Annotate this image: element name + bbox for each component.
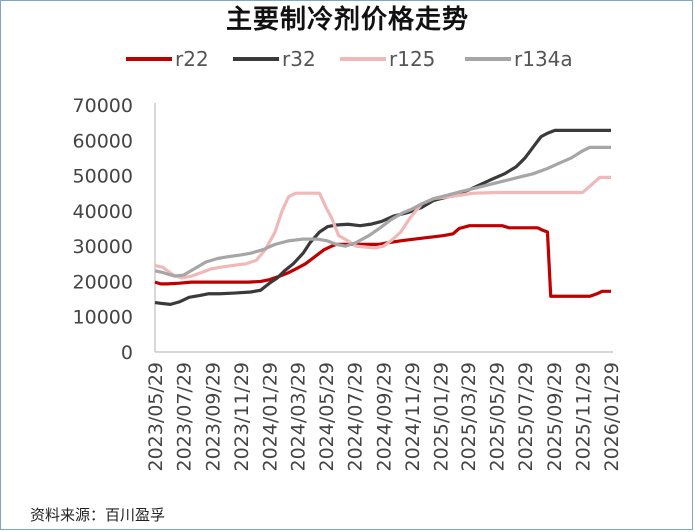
x-tick-label: 2023/05/29 [145,362,167,472]
legend-label-r134a: r134a [514,47,573,71]
x-tick-label: 2025/09/29 [544,362,566,472]
x-tick-label: 2026/01/29 [601,362,623,472]
legend-label-r22: r22 [175,47,209,71]
x-tick-label: 2024/05/29 [316,362,338,472]
x-tick-label: 2025/03/29 [458,362,480,472]
x-tick-label: 2024/09/29 [373,362,395,472]
x-tick-label: 2024/03/29 [288,362,310,472]
legend-label-r125: r125 [389,47,435,71]
x-tick-label: 2025/07/29 [515,362,537,472]
x-tick-label: 2025/05/29 [487,362,509,472]
y-tick-label: 50000 [73,166,133,188]
x-tick-label: 2024/01/29 [259,362,281,472]
legend-label-r32: r32 [282,47,316,71]
y-tick-label: 70000 [73,95,133,117]
x-tick-label: 2024/11/29 [402,362,424,472]
y-tick-label: 20000 [73,271,133,293]
x-tick-label: 2025/11/29 [573,362,595,472]
x-tick-label: 2023/11/29 [231,362,253,472]
series-line-r22 [154,224,611,298]
series-line-r125 [154,175,611,280]
y-tick-label: 0 [121,342,133,364]
y-tick-label: 60000 [73,130,133,152]
x-tick-label: 2023/07/29 [174,362,196,472]
x-tick-label: 2025/01/29 [430,362,452,472]
y-tick-label: 40000 [73,201,133,223]
series-line-r32 [154,128,611,306]
series-layer [154,128,611,306]
x-tick-label: 2023/09/29 [202,362,224,472]
x-axis: 2023/05/29 2023/07/29 2023/09/29 2023/11/29… [145,351,623,472]
y-tick-label: 30000 [73,236,133,258]
y-tick-label: 10000 [73,307,133,329]
y-axis: 0 10000 20000 30000 40000 50000 60000 70000 [73,95,156,364]
x-tick-label: 2024/07/29 [345,362,367,472]
source-note: 资料来源：百川盈孚 [30,506,166,524]
series-line-r134a [154,145,611,278]
chart-title: 主要制冷剂价格走势 [225,5,469,35]
legend: r22 r32 r125 r134a [126,47,573,71]
